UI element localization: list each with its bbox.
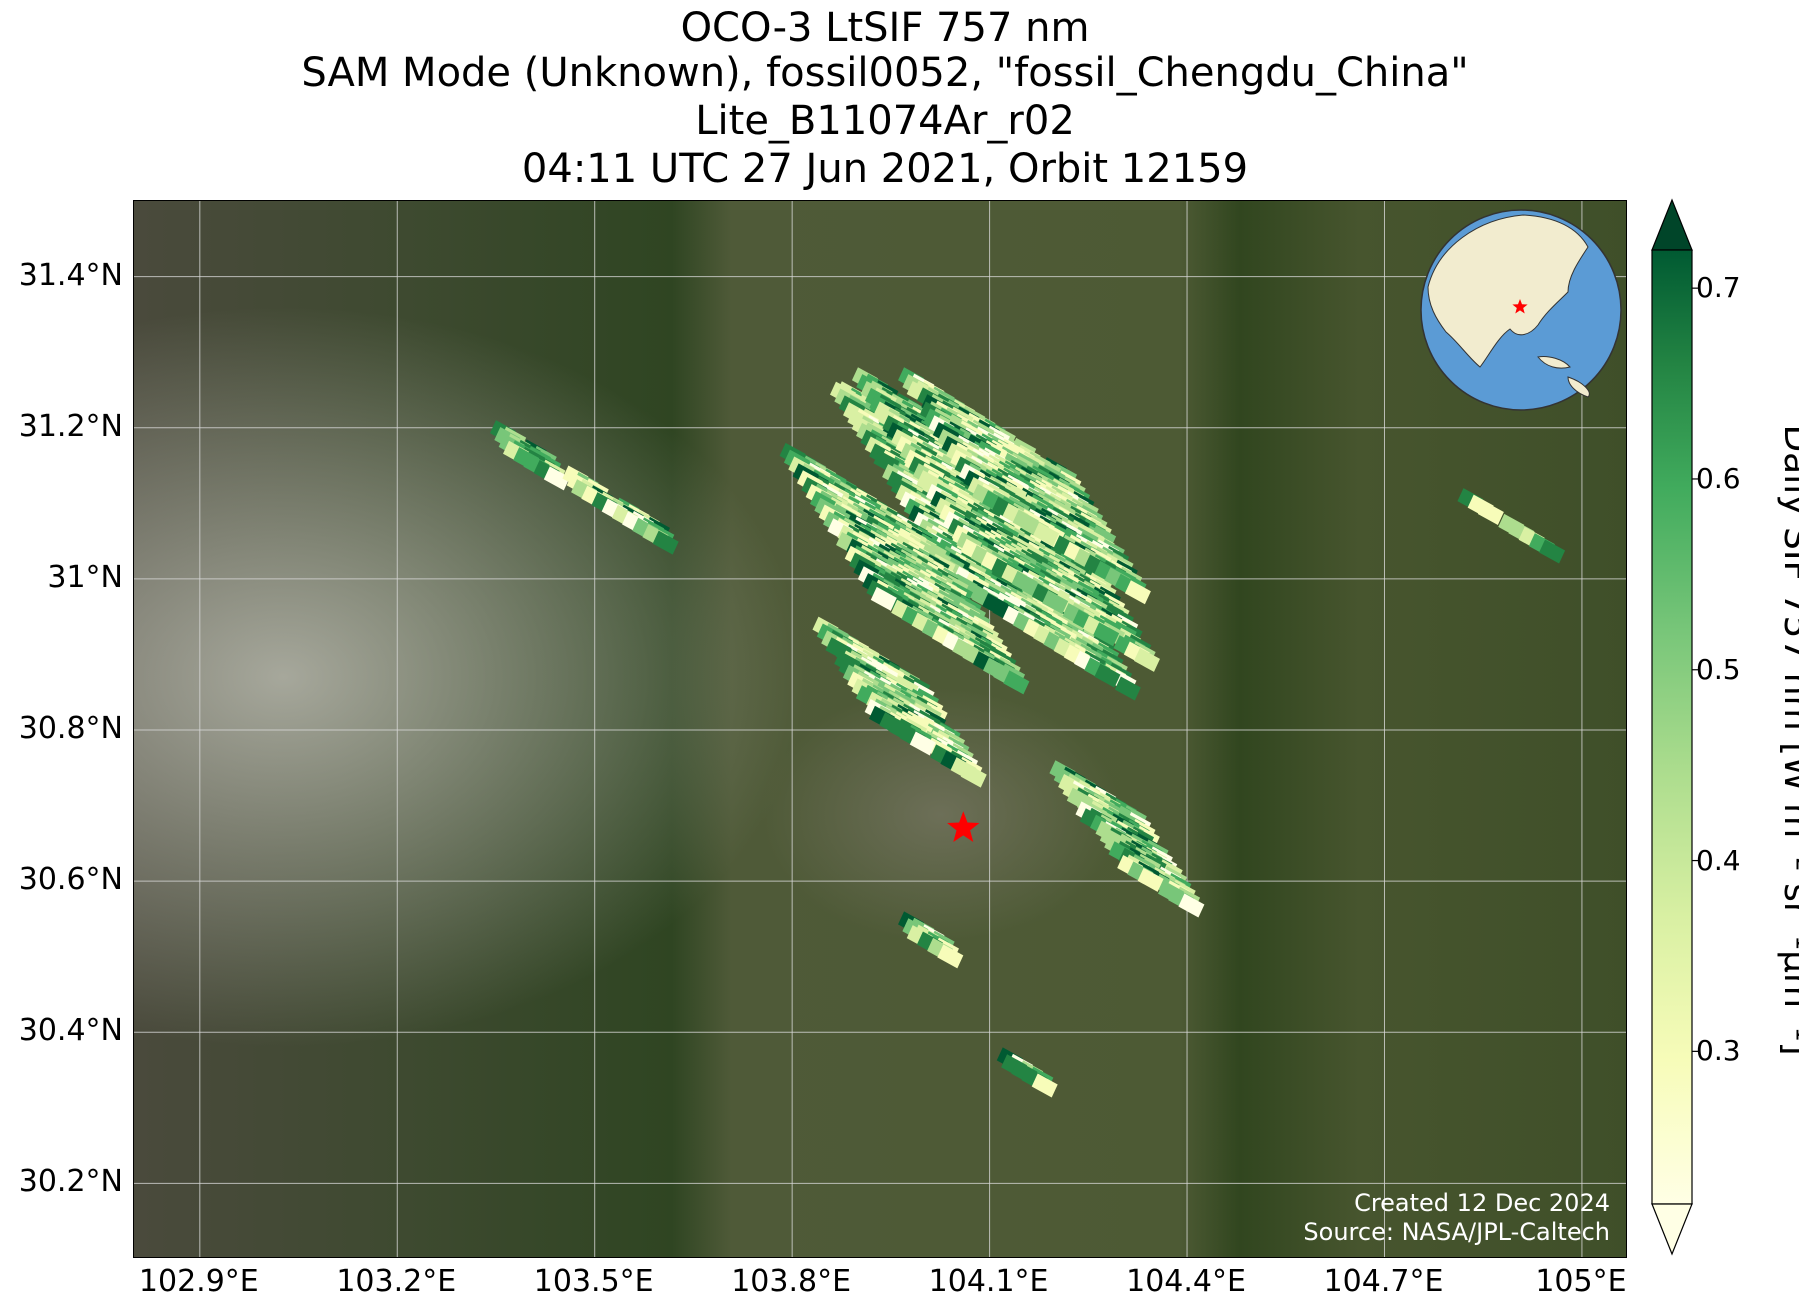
colorbar-tick-label: 0.5 bbox=[1696, 652, 1741, 686]
sif-sounding bbox=[870, 586, 897, 611]
sif-sounding bbox=[1137, 867, 1164, 892]
title-line-4: 04:11 UTC 27 Jun 2021, Orbit 12159 bbox=[521, 146, 1249, 192]
sif-sounding bbox=[1539, 539, 1566, 564]
locator-globe bbox=[1420, 209, 1622, 411]
lat-tick-label: 31°N bbox=[47, 559, 123, 595]
lon-tick-label: 103.5°E bbox=[533, 1264, 654, 1299]
gridlines bbox=[134, 201, 1626, 1257]
colorbar bbox=[1651, 198, 1700, 1256]
sif-sounding bbox=[937, 944, 964, 969]
credits: Created 12 Dec 2024 Source: NASA/JPL-Cal… bbox=[1303, 1189, 1610, 1247]
lat-tick-label: 30.4°N bbox=[18, 1013, 123, 1049]
sif-sounding bbox=[1042, 590, 1069, 615]
sif-sounding bbox=[1094, 663, 1121, 688]
colorbar-extend-min bbox=[1651, 1203, 1693, 1256]
sif-sounding bbox=[1477, 501, 1504, 526]
lon-tick-label: 103.2°E bbox=[336, 1264, 457, 1299]
sif-sounding bbox=[1031, 1073, 1058, 1098]
globe-asia-landmass bbox=[1427, 214, 1589, 368]
sif-sounding bbox=[909, 731, 936, 756]
globe-islands bbox=[1537, 356, 1590, 398]
sif-sounding bbox=[1124, 580, 1151, 605]
globe-target-star bbox=[1512, 299, 1528, 314]
map-canvas[interactable] bbox=[134, 201, 1627, 1258]
target-star bbox=[947, 811, 980, 842]
colorbar-tick-label: 0.3 bbox=[1696, 1034, 1741, 1068]
lon-tick-label: 103.8°E bbox=[731, 1264, 852, 1299]
lat-tick-label: 31.2°N bbox=[18, 408, 123, 444]
lat-tick-label: 30.6°N bbox=[18, 862, 123, 898]
colorbar-tick-label: 0.4 bbox=[1696, 843, 1741, 877]
lon-tick-label: 104.4°E bbox=[1126, 1264, 1246, 1299]
title-line-2: SAM Mode (Unknown), fossil0052, "fossil_… bbox=[301, 50, 1469, 96]
lon-tick-label: 105°E bbox=[1535, 1264, 1627, 1299]
urban-area bbox=[134, 201, 1626, 1257]
sif-sounding bbox=[1178, 893, 1205, 918]
sif-sounding bbox=[1033, 522, 1060, 547]
sif-sounding bbox=[652, 530, 679, 555]
lat-tick-label: 31.4°N bbox=[18, 257, 123, 293]
colorbar-label-text: Daily SIF 757 nm [W m⁻² sr⁻¹μm⁻¹] bbox=[1776, 424, 1799, 1056]
map-panel[interactable]: Created 12 Dec 2024 Source: NASA/JPL-Cal… bbox=[133, 200, 1627, 1258]
lat-tick-label: 30.2°N bbox=[18, 1164, 123, 1200]
sif-sounding bbox=[1114, 676, 1141, 701]
colorbar-tick-label: 0.7 bbox=[1696, 271, 1741, 305]
created-date: Created 12 Dec 2024 bbox=[1354, 1189, 1610, 1217]
sif-sounding bbox=[1003, 670, 1030, 695]
lat-tick-label: 30.8°N bbox=[18, 711, 123, 746]
sif-sounding bbox=[543, 466, 570, 491]
colorbar-gradient bbox=[1651, 249, 1693, 1205]
sif-sounding bbox=[1093, 622, 1120, 647]
target-marker bbox=[947, 811, 980, 842]
lon-tick-label: 102.9°E bbox=[138, 1264, 259, 1299]
colorbar-tick-label: 0.6 bbox=[1696, 461, 1741, 495]
title-line-3: Lite_B11074Ar_r02 bbox=[695, 98, 1075, 144]
colorbar-extend-max bbox=[1651, 198, 1693, 251]
sif-soundings bbox=[489, 367, 1566, 1098]
lon-tick-label: 104.7°E bbox=[1323, 1264, 1444, 1299]
source-credit: Source: NASA/JPL-Caltech bbox=[1303, 1218, 1610, 1246]
sif-sounding bbox=[1133, 647, 1160, 672]
lon-tick-label: 104.1°E bbox=[928, 1264, 1049, 1299]
globe-star-marker bbox=[1512, 299, 1528, 314]
colorbar-tick-marks bbox=[1692, 287, 1700, 1052]
sif-sounding bbox=[960, 763, 987, 788]
title-line-1: OCO-3 LtSIF 757 nm bbox=[680, 5, 1090, 51]
